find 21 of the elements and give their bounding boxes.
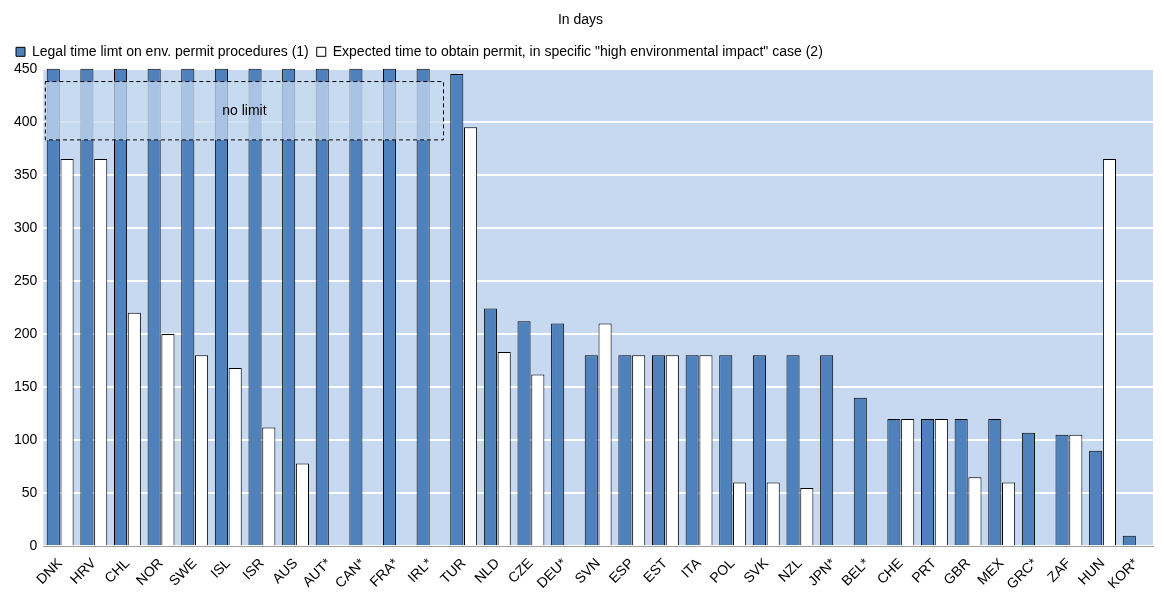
y-tick-label: 100 — [14, 431, 38, 448]
y-tick-label: 150 — [14, 377, 38, 394]
y-tick-label: 400 — [14, 112, 38, 129]
y-tick-label: 250 — [14, 271, 38, 288]
legend-label: Expected time to obtain permit, in specific "high environmental impact" case (2) — [332, 42, 823, 59]
x-tick-label: ITA — [677, 554, 705, 581]
chart-title: In days — [557, 11, 604, 28]
x-tick-label: NZL — [774, 554, 805, 585]
y-tick-label: 50 — [21, 484, 38, 501]
legend-label: Legal time limt on env. permit procedures (1) — [32, 42, 309, 59]
x-tick-label: CHL — [101, 554, 133, 586]
x-tick-label: ISL — [206, 554, 234, 581]
x-tick-label: ISR — [238, 554, 267, 583]
x-tick-label: POL — [706, 554, 738, 586]
y-tick-label: 350 — [14, 165, 38, 182]
y-tick-label: 450 — [14, 59, 38, 76]
x-tick-label: TUR — [436, 554, 469, 587]
y-tick-label: 300 — [14, 218, 38, 235]
y-tick-label: 200 — [14, 324, 38, 341]
band-label: no limit — [222, 101, 267, 118]
y-tick-label: 0 — [29, 537, 38, 554]
